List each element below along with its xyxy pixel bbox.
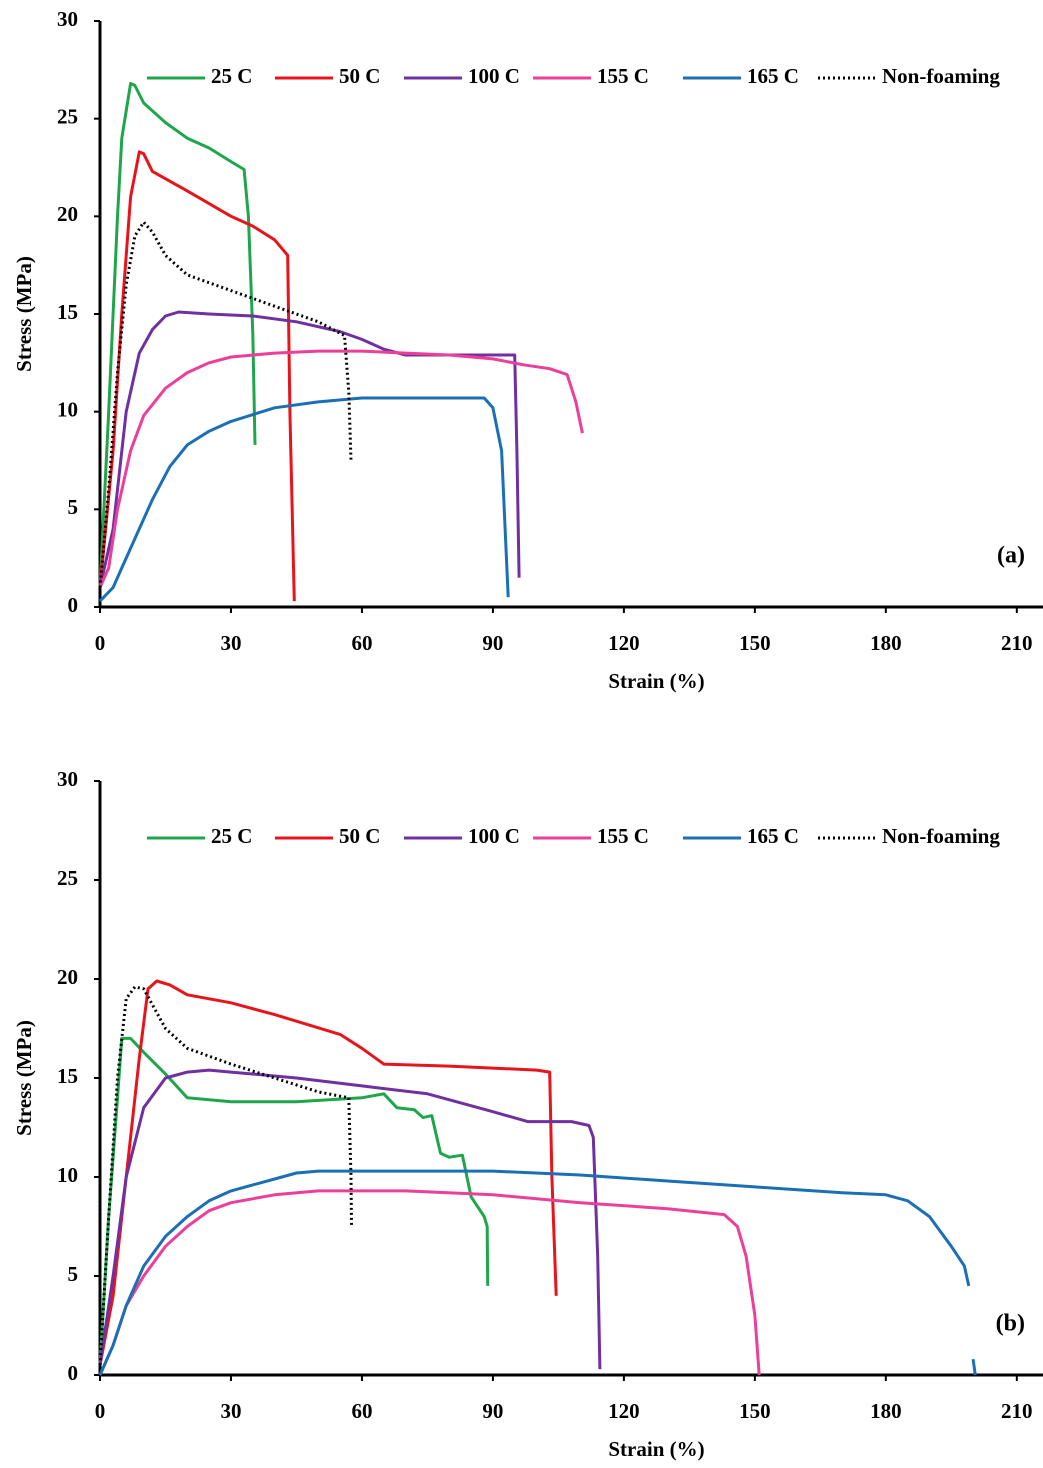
- x-tick-label: 90: [482, 1399, 503, 1423]
- legend-label: 165 C: [747, 824, 799, 848]
- figure: 0510152025300306090120150180210Strain (%…: [0, 0, 1043, 1468]
- x-tick-label: 120: [608, 631, 640, 655]
- y-tick-label: 5: [68, 495, 79, 519]
- y-tick-label: 0: [68, 1361, 79, 1385]
- x-tick-label: 210: [1001, 631, 1033, 655]
- x-tick-label: 150: [739, 631, 771, 655]
- legend-label: 155 C: [597, 824, 649, 848]
- x-tick-label: 150: [739, 1399, 771, 1423]
- series-line: [100, 312, 519, 588]
- y-tick-label: 10: [57, 397, 78, 421]
- x-tick-label: 210: [1001, 1399, 1033, 1423]
- legend-label: 50 C: [339, 824, 380, 848]
- y-axis-title: Stress (MPa): [12, 256, 36, 372]
- series-line: [100, 981, 556, 1365]
- x-tick-label: 0: [95, 1399, 106, 1423]
- legend-label: 155 C: [597, 64, 649, 88]
- series-line: [100, 398, 508, 601]
- x-axis-title: Strain (%): [608, 669, 704, 693]
- panel-label: (a): [997, 543, 1025, 569]
- x-tick-label: 180: [870, 631, 902, 655]
- legend-label: Non-foaming: [882, 64, 1000, 88]
- series-line: [100, 1191, 759, 1375]
- y-tick-label: 30: [57, 767, 78, 791]
- y-tick-label: 25: [57, 866, 78, 890]
- y-tick-label: 10: [57, 1163, 78, 1187]
- legend-label: 100 C: [468, 64, 520, 88]
- legend-label: Non-foaming: [882, 824, 1000, 848]
- y-tick-label: 15: [57, 300, 78, 324]
- y-axis-title: Stress (MPa): [12, 1020, 36, 1136]
- y-tick-label: 20: [57, 965, 78, 989]
- series-line: [100, 152, 294, 601]
- legend-label: 50 C: [339, 64, 380, 88]
- x-tick-label: 90: [482, 631, 503, 655]
- y-tick-label: 30: [57, 7, 78, 31]
- x-tick-label: 60: [351, 631, 372, 655]
- series-line: [100, 987, 352, 1365]
- y-tick-label: 25: [57, 104, 78, 128]
- x-tick-label: 30: [220, 631, 241, 655]
- y-tick-label: 5: [68, 1262, 79, 1286]
- series-line: [100, 84, 255, 588]
- x-axis-title: Strain (%): [608, 1437, 704, 1461]
- x-tick-label: 120: [608, 1399, 640, 1423]
- legend-label: 25 C: [211, 824, 252, 848]
- y-tick-label: 20: [57, 202, 78, 226]
- y-tick-label: 15: [57, 1064, 78, 1088]
- panel-label: (b): [996, 1311, 1025, 1337]
- x-tick-label: 30: [220, 1399, 241, 1423]
- legend-label: 100 C: [468, 824, 520, 848]
- x-tick-label: 0: [95, 631, 106, 655]
- legend-label: 165 C: [747, 64, 799, 88]
- y-tick-label: 0: [68, 593, 79, 617]
- legend-label: 25 C: [211, 64, 252, 88]
- x-tick-label: 60: [351, 1399, 372, 1423]
- series-line: [100, 351, 582, 587]
- x-tick-label: 180: [870, 1399, 902, 1423]
